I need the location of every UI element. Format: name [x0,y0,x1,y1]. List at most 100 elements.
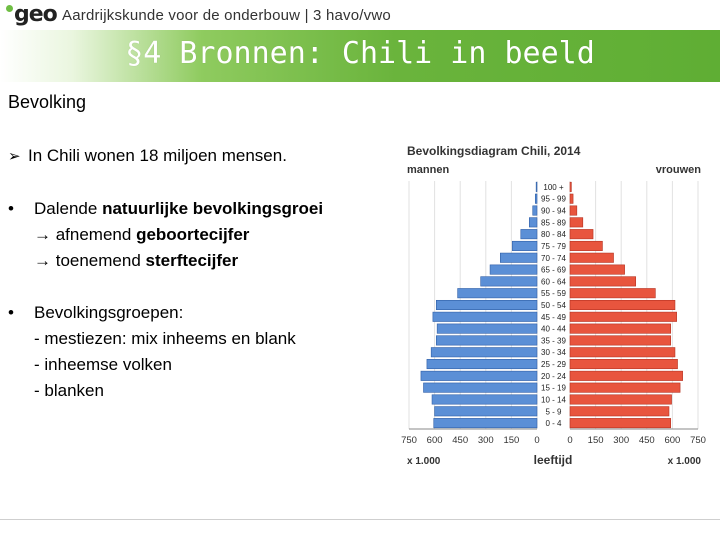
bar-men [432,311,538,322]
age-group-label: 95 - 99 [541,195,566,204]
birthrate-pre: → afnemend [34,225,137,244]
age-group-label: 75 - 79 [541,242,566,251]
bar-men [433,418,538,429]
dot-bullet-icon: • [8,303,14,322]
bar-men [500,252,538,263]
age-group-label: 80 - 84 [541,230,566,239]
title-banner [0,30,720,82]
legend-men: mannen [407,164,449,176]
x-tick-label-right: 0 [567,435,572,446]
section-title: Bevolking [8,92,87,112]
growth-line-1: Dalende natuurlijke bevolkingsgroei [8,196,388,222]
age-group-label: 15 - 19 [541,384,566,393]
groups-line-4: - blanken [34,381,104,400]
x-axis-label: leeftijd [534,453,573,467]
bar-women [569,311,677,322]
slide-title: §4 Bronnen: Chili in beeld [125,36,595,71]
bar-men [534,193,538,204]
bar-women [569,193,574,204]
bullet-groups: • Bevolkingsgroepen: - mestiezen: mix in… [8,300,388,404]
x-tick-label-left: 600 [427,435,443,446]
unit-right: x 1.000 [668,456,702,467]
bar-men [434,406,538,417]
bar-men [436,335,538,346]
groups-line-1: Bevolkingsgroepen: [34,303,184,322]
logo-text: geo [14,2,58,27]
bar-men [436,299,538,311]
age-group-label: 55 - 59 [541,289,566,298]
age-group-label: 30 - 34 [541,348,566,357]
legend-women: vrouwen [656,164,702,176]
x-tick-label-right: 600 [664,435,680,446]
bar-women [569,359,678,370]
age-group-label: 45 - 49 [541,313,566,322]
bar-men [457,288,538,299]
bar-women [569,229,594,240]
x-tick-label-right: 750 [690,435,706,446]
bar-men [520,229,538,240]
x-tick-label-right: 450 [639,435,655,446]
bar-men [420,370,538,381]
bar-women [569,418,671,429]
deathrate-pre: → toenemend [34,251,146,270]
chart-title: Bevolkingsdiagram Chili, 2014 [407,144,581,158]
growth-line-2: → afnemend geboortecijfer [8,222,388,248]
bar-women [569,217,584,228]
bar-men [489,264,538,275]
deathrate-bold: sterftecijfer [145,251,239,270]
growth-bold: natuurlijke bevolkingsgroei [102,199,324,218]
bar-women [569,252,614,263]
bar-women [569,205,578,216]
age-group-label: 5 - 9 [545,407,562,416]
bar-men [535,181,538,192]
x-tick-label-left: 450 [452,435,468,446]
bar-men [511,240,538,251]
bar-women [569,370,683,381]
bullet-population: ➢ In Chili wonen 18 miljoen mensen. [8,146,287,166]
course-title: Aardrijkskunde voor de onderbouw | 3 hav… [62,7,391,24]
x-tick-label-left: 300 [478,435,494,446]
bar-men [430,347,538,358]
top-bar: geo Aardrijkskunde voor de onderbouw | 3… [0,0,720,30]
bar-women [569,382,681,393]
bar-men [480,276,538,287]
bullet-population-text: In Chili wonen 18 miljoen mensen. [28,146,287,165]
geo-logo: geo [6,2,58,27]
bar-women [569,394,672,405]
age-group-label: 20 - 24 [541,372,566,381]
bar-women [569,264,625,275]
growth-line-3: → toenemend sterftecijfer [8,248,388,274]
age-group-label: 25 - 29 [541,360,566,369]
bar-men [532,205,538,216]
bar-women [569,240,603,251]
x-tick-label-right: 300 [613,435,629,446]
age-group-label: 60 - 64 [541,277,566,286]
bar-women [569,406,670,417]
groups-line-3: - inheemse volken [34,355,172,374]
unit-left: x 1.000 [407,456,441,467]
bar-women [569,276,637,287]
age-group-label: 90 - 94 [541,207,566,216]
bar-women [569,347,676,358]
population-pyramid: Bevolkingsdiagram Chili, 2014 mannen vro… [401,144,706,467]
groups-line-2: - mestiezen: mix inheems en blank [34,329,296,348]
bar-men [529,217,538,228]
bar-men [426,359,538,370]
age-group-label: 10 - 14 [541,395,566,404]
logo-dot-icon [6,5,13,12]
bar-women [569,323,671,334]
bar-women [569,181,572,192]
growth-pre: Dalende [34,199,103,218]
bar-men [431,394,538,405]
x-tick-label-left: 750 [401,435,417,446]
age-group-label: 85 - 89 [541,218,566,227]
bar-men [423,382,538,393]
age-group-label: 40 - 44 [541,325,566,334]
age-group-label: 100 + [543,183,564,192]
age-group-label: 65 - 69 [541,266,566,275]
bar-women [569,299,676,311]
age-group-label: 35 - 39 [541,336,566,345]
bullet-growth: • Dalende natuurlijke bevolkingsgroei → … [8,196,388,274]
x-tick-label-right: 150 [588,435,604,446]
birthrate-bold: geboortecijfer [136,225,250,244]
